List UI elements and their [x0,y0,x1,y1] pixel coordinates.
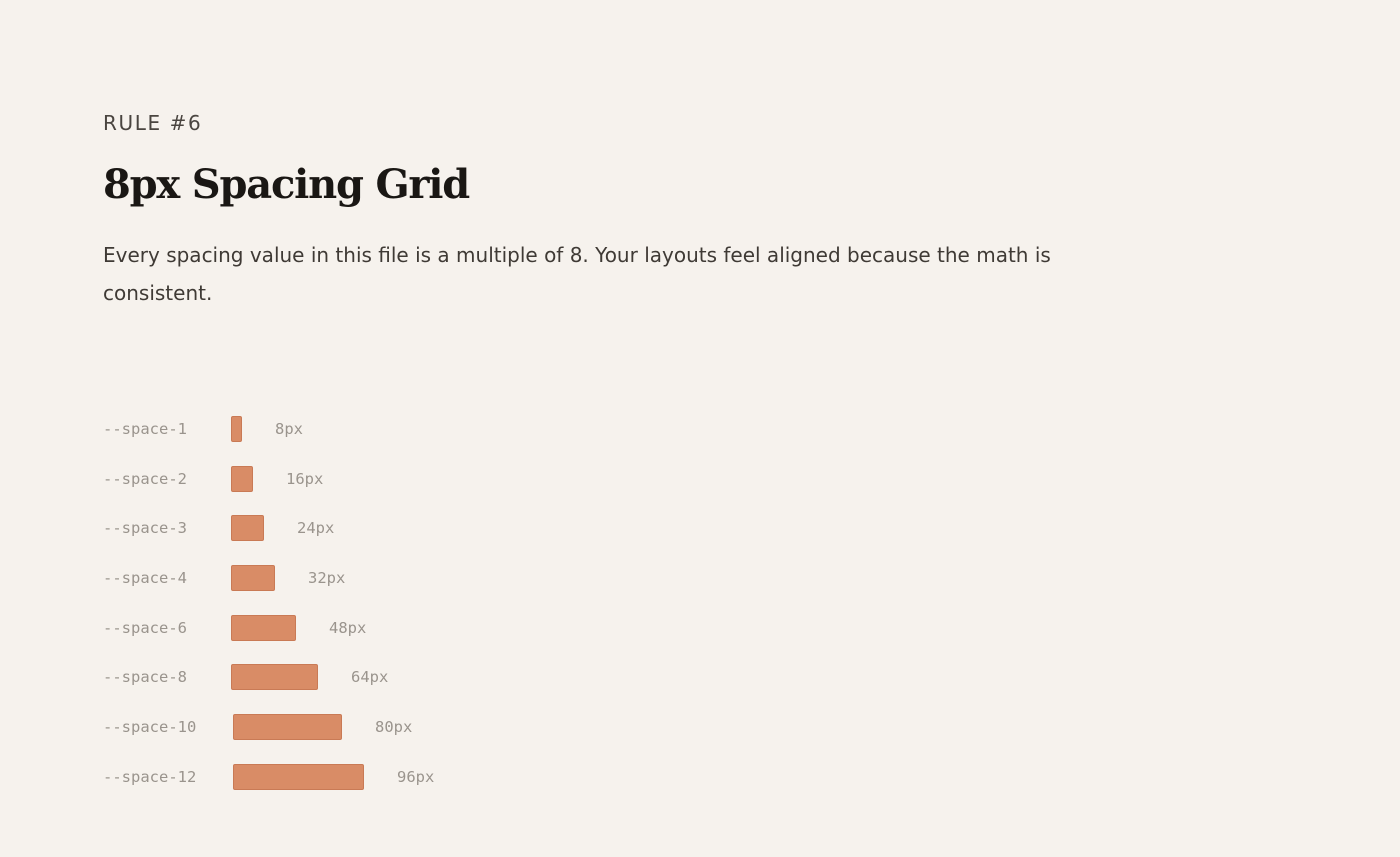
spacing-row: --space-10 80px [103,702,434,752]
spacing-bar [233,713,342,740]
spacing-bar [231,664,318,691]
spacing-bar [233,763,364,790]
spacing-size-label: 96px [397,767,435,786]
spacing-row: --space-8 64px [103,652,434,702]
rule-eyebrow: RULE #6 [103,111,203,135]
spacing-size-label: 8px [275,419,303,438]
spacing-row: --space-2 16px [103,454,434,504]
spacing-size-label: 16px [286,469,324,488]
spacing-token-name: --space-8 [103,668,187,687]
spacing-row: --space-3 24px [103,503,434,553]
spacing-token-name: --space-1 [103,419,187,438]
spacing-row: --space-12 96px [103,752,434,802]
spacing-token-name: --space-12 [103,767,197,786]
spacing-row: --space-6 48px [103,603,434,653]
spacing-scale-list: --space-1 8px --space-2 16px --space-3 24px --… [103,404,434,802]
section-description: Every spacing value in this file is a mu… [103,243,1051,305]
spacing-token-name: --space-4 [103,568,187,587]
spacing-row: --space-1 8px [103,404,434,454]
spacing-size-label: 80px [375,717,413,736]
spacing-bar [231,465,253,492]
spacing-bar [231,415,242,442]
spacing-size-label: 32px [308,568,346,587]
spacing-token-name: --space-10 [103,717,197,736]
spacing-token-name: --space-2 [103,469,187,488]
spacing-size-label: 64px [351,668,389,687]
spacing-token-name: --space-6 [103,618,187,637]
spacing-row: --space-4 32px [103,553,434,603]
spacing-bar [231,515,264,542]
section-title: 8px Spacing Grid [103,161,470,208]
spacing-bar [231,564,275,591]
spacing-size-label: 48px [329,618,367,637]
spacing-size-label: 24px [297,519,335,538]
spacing-bar [231,614,296,641]
spacing-token-name: --space-3 [103,519,187,538]
